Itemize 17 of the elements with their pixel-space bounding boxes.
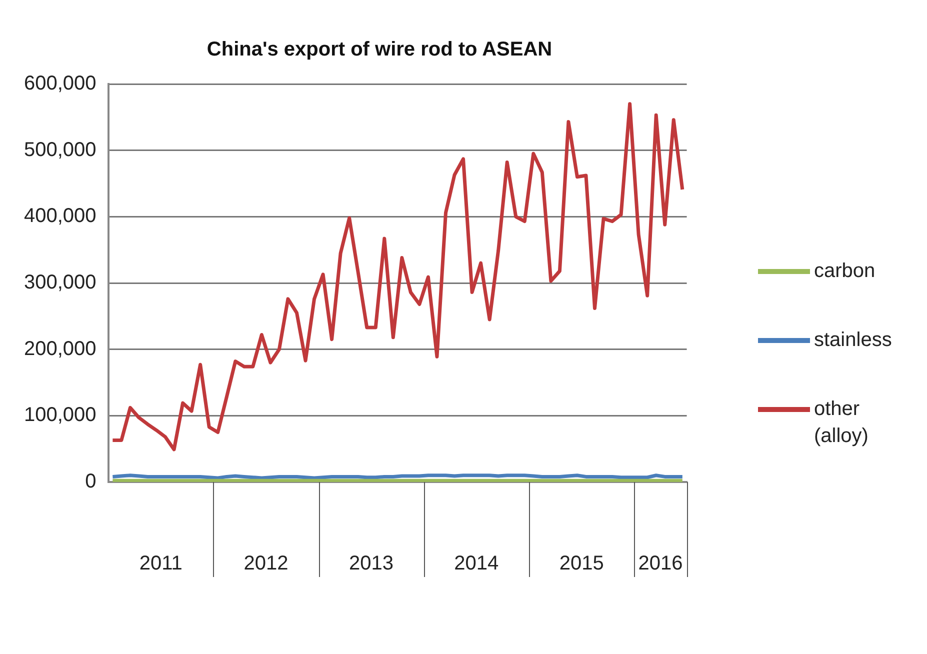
x-tick-label: 2016: [638, 552, 683, 575]
y-tick-label: 400,000: [24, 205, 96, 228]
chart-title: China's export of wire rod to ASEAN: [206, 38, 552, 61]
y-tick-label: 600,000: [24, 72, 96, 95]
x-tick-label: 2015: [559, 552, 604, 575]
x-tick-label: 2011: [139, 552, 182, 575]
legend-label: carbon: [814, 259, 876, 284]
y-tick-label: 200,000: [24, 338, 96, 360]
y-tick-label: 100,000: [24, 404, 96, 426]
x-tick-label: 2013: [348, 552, 394, 575]
legend-label: stainless: [814, 328, 893, 353]
legend-label: other (alloy): [814, 397, 870, 449]
x-tick-label: 2014: [454, 552, 499, 575]
y-tick-label: 500,000: [24, 138, 96, 161]
y-tick-label: 0: [85, 470, 96, 493]
x-tick-label: 2012: [244, 552, 288, 575]
y-tick-label: 300,000: [24, 272, 96, 294]
